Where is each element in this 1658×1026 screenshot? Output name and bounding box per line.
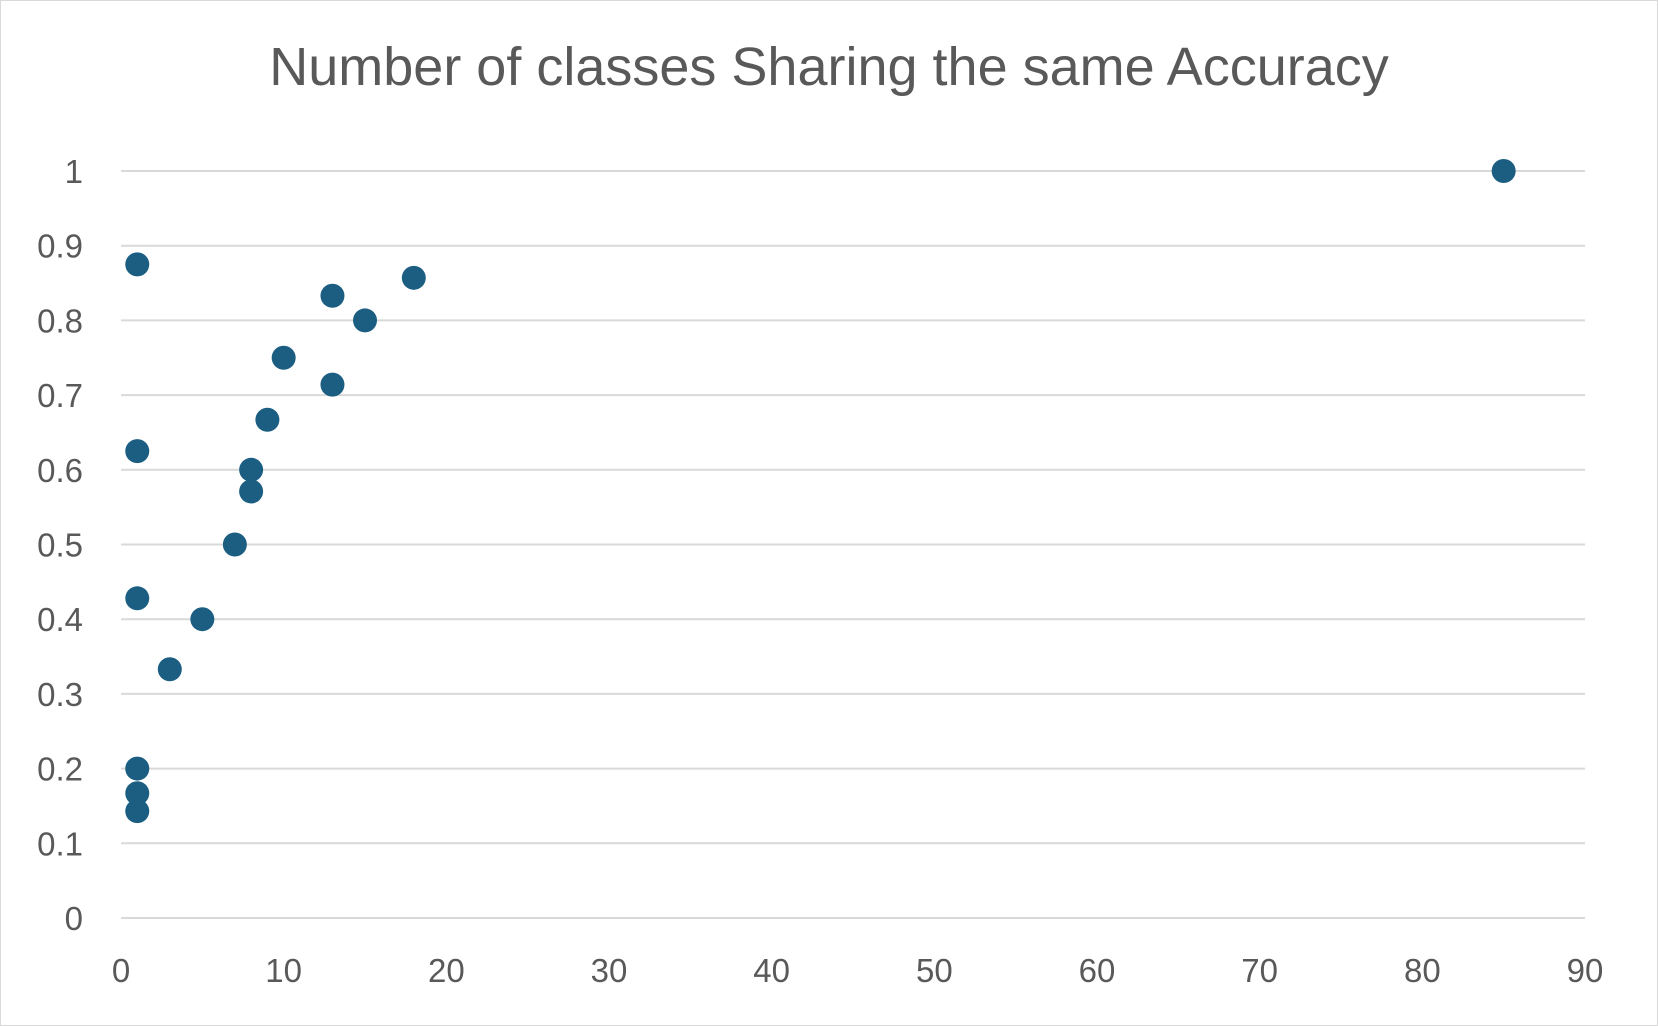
data-point [255,407,280,432]
x-tick-labels: 0 10 20 30 40 50 60 70 80 90 [112,952,1604,989]
x-tick-label: 60 [1079,952,1116,989]
data-point [125,781,150,806]
x-tick-label: 0 [112,952,130,989]
data-point [157,657,182,682]
data-point [125,252,150,277]
y-tick-label: 0.8 [37,302,83,339]
data-point [320,283,345,308]
x-tick-label: 80 [1404,952,1441,989]
y-tick-label: 0.9 [37,228,83,265]
y-tick-label: 0.5 [37,527,83,564]
data-point [271,345,296,370]
chart-title: Number of classes Sharing the same Accur… [269,37,1389,97]
y-tick-label: 0.7 [37,377,83,414]
data-point [125,586,150,611]
x-tick-label: 20 [428,952,465,989]
data-point [239,457,264,482]
data-point [222,532,247,557]
x-tick-label: 50 [916,952,953,989]
x-tick-label: 90 [1567,952,1604,989]
data-point [190,607,215,632]
x-tick-label: 70 [1241,952,1278,989]
data-point [1491,159,1516,183]
data-point [401,265,426,290]
data-point [125,756,150,781]
y-tick-label: 0.1 [37,825,83,862]
y-tick-label: 0.6 [37,452,83,489]
data-points [125,159,1516,824]
data-point [125,799,150,824]
data-point [239,479,264,504]
x-tick-label: 30 [591,952,628,989]
x-tick-label: 40 [753,952,790,989]
y-tick-label: 0.4 [37,601,83,638]
x-tick-label: 10 [265,952,302,989]
gridlines [121,170,1585,845]
data-point [125,439,150,464]
y-tick-labels: 0 0.1 0.2 0.3 0.4 0.5 0.6 0.7 0.8 0.9 1 [37,153,83,937]
y-tick-label: 0 [65,900,83,937]
y-tick-label: 1 [65,153,83,190]
data-point [353,308,377,333]
data-point [320,372,345,397]
y-tick-label: 0.3 [37,676,83,713]
y-tick-label: 0.2 [37,751,83,788]
